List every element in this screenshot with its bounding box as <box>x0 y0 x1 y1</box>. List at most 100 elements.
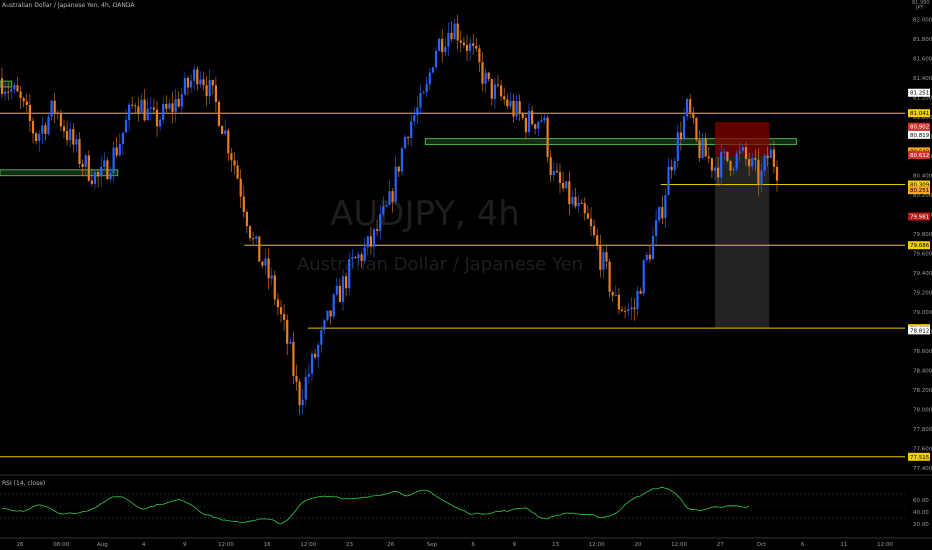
candle <box>100 156 103 187</box>
candle-body <box>66 131 69 140</box>
candle-body <box>19 91 22 99</box>
candle-body <box>174 98 177 112</box>
candle <box>720 144 723 186</box>
time-tick: 6 <box>801 542 805 548</box>
candle-body <box>434 50 438 68</box>
price-tag-bg <box>908 109 930 118</box>
candle-body <box>38 133 41 142</box>
price-tick: 79.200 <box>913 291 932 297</box>
candle <box>543 114 546 124</box>
price-tag-bg <box>908 186 930 195</box>
candle-body <box>568 181 571 205</box>
candle <box>152 98 155 115</box>
candle-body <box>233 160 236 166</box>
candle-body <box>596 235 599 245</box>
candle-body <box>475 45 478 49</box>
candle <box>760 163 763 193</box>
candle <box>512 93 515 123</box>
candle-body <box>608 261 611 292</box>
candle-body <box>490 78 493 99</box>
candle <box>338 278 341 303</box>
candle-body <box>537 121 540 129</box>
candle <box>475 37 478 52</box>
position-layer[interactable] <box>714 122 770 329</box>
price-tick: 79.800 <box>913 232 932 238</box>
candle <box>134 103 137 114</box>
candle <box>655 209 658 245</box>
candle <box>258 236 261 262</box>
candle-body <box>0 78 4 95</box>
candle-body <box>279 307 283 315</box>
candle <box>661 195 664 224</box>
price-tick: 78.000 <box>913 408 932 414</box>
candle-body <box>509 100 512 107</box>
candle-body <box>202 79 205 86</box>
candle-body <box>298 381 301 406</box>
candle-body <box>357 254 360 259</box>
candle-body <box>31 121 35 134</box>
candle-body <box>118 144 121 156</box>
candle <box>701 132 704 160</box>
candle-body <box>310 353 314 374</box>
candle-body <box>645 254 648 261</box>
candle <box>456 14 459 50</box>
candle <box>310 350 314 382</box>
candle <box>741 145 744 155</box>
candle-body <box>472 43 475 46</box>
candle <box>171 91 174 124</box>
candle-body <box>134 105 137 107</box>
candle-body <box>323 320 326 331</box>
candle-body <box>707 156 710 159</box>
candle-body <box>217 101 221 126</box>
candle <box>667 157 670 196</box>
candle <box>369 227 372 255</box>
time-tick: 11 <box>840 542 847 548</box>
candle-body <box>589 218 593 227</box>
price-tick: 81.800 <box>913 37 932 43</box>
candle <box>208 69 211 105</box>
candle-body <box>682 116 686 140</box>
candle-body <box>481 62 484 84</box>
price-tag-bg <box>908 212 930 221</box>
time-axis[interactable]: 26 08:00 Aug 4 9 12:00 16 12:00 23 26 Sep 6 9 13 12:00… <box>0 537 932 548</box>
candle <box>270 267 273 286</box>
candle-body <box>177 98 180 107</box>
candle <box>682 108 686 141</box>
candle <box>214 76 217 113</box>
candle-body <box>428 72 431 85</box>
candle <box>320 326 323 353</box>
candle-body <box>13 85 16 90</box>
candle-body <box>732 168 735 171</box>
candle <box>425 76 428 98</box>
candle-body <box>741 147 744 151</box>
candle <box>558 163 562 194</box>
candle <box>261 260 264 269</box>
candle <box>624 305 627 319</box>
price-tag-1: 80.309 <box>908 180 930 189</box>
candle <box>772 140 775 174</box>
candle <box>651 227 655 260</box>
candle <box>713 166 717 181</box>
candle <box>50 100 53 121</box>
candle-body <box>692 112 695 118</box>
candle-body <box>651 235 655 260</box>
candle <box>602 248 605 279</box>
candle-body <box>763 155 766 171</box>
candle-body <box>766 155 769 158</box>
time-tick: 4 <box>142 542 146 548</box>
candle <box>676 124 679 169</box>
candle-body <box>137 106 140 114</box>
candle <box>273 270 276 306</box>
stop-loss-zone <box>714 122 770 157</box>
candle-body <box>605 252 608 262</box>
candle <box>704 133 707 157</box>
candle-body <box>369 236 372 247</box>
candle <box>710 157 713 178</box>
candle-body <box>239 178 242 197</box>
level-layer[interactable] <box>0 112 905 458</box>
candle <box>397 166 400 178</box>
candle <box>140 93 143 114</box>
time-tick: 20 <box>634 542 641 548</box>
candle <box>509 91 512 110</box>
